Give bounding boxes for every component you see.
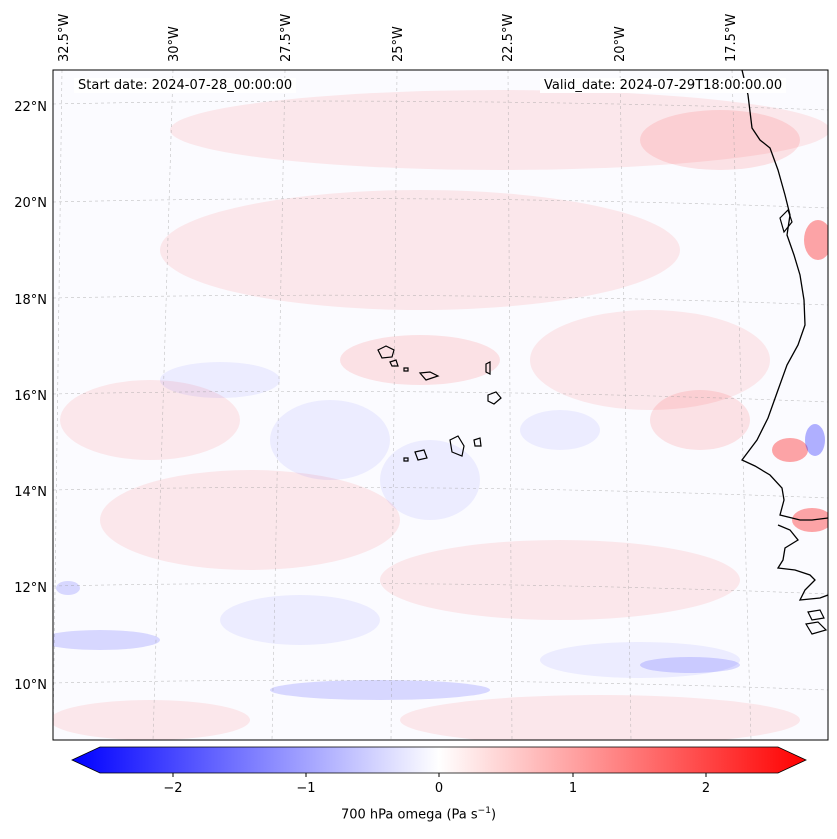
colorbar-tick-label: −2 [163,781,182,796]
coastline [740,70,828,601]
start-date-label: Start date: 2024-07-28_00:00:00 [74,78,297,93]
colorbar-label: 700 hPa omega (Pa s−1) [0,806,837,822]
lat-label: 14°N [14,485,47,500]
lon-label: 17.5°W [724,14,739,62]
lat-label: 16°N [14,389,47,404]
lon-label: 20°W [613,26,628,62]
colorbar-tick-label: 1 [569,781,577,796]
lon-label: 22.5°W [501,14,516,62]
colorbar-tick-label: 0 [435,781,443,796]
lat-label: 12°N [14,581,47,596]
map-panel [53,70,828,740]
colorbar-label-text: 700 hPa omega (Pa s [340,807,478,823]
lon-label: 27.5°W [279,14,294,62]
cape-verde-islands [377,345,502,462]
lat-label: 18°N [14,293,47,308]
lon-label: 32.5°W [57,14,72,62]
latitude-labels: 22°N 20°N 18°N 16°N 14°N 12°N 10°N [14,100,47,693]
lat-label: 20°N [14,196,47,211]
omega-field [53,70,828,740]
colorbar: −2 −1 0 1 2 [71,746,807,796]
colorbar-label-exponent: −1 [477,806,491,816]
colorbar-label-tail: ) [490,807,497,823]
lon-label: 30°W [167,26,182,62]
valid-date-label: Valid_date: 2024-07-29T18:00:00.00 [540,78,787,93]
colorbar-tick-label: 2 [702,781,710,796]
colorbar-tick-label: −1 [296,781,315,796]
lat-label: 22°N [14,100,47,115]
lon-label: 25°W [391,26,406,62]
colorbar-bar [71,746,807,774]
lat-label: 10°N [14,678,47,693]
longitude-labels: 32.5°W 30°W 27.5°W 25°W 22.5°W 20°W 17.5… [57,14,739,62]
